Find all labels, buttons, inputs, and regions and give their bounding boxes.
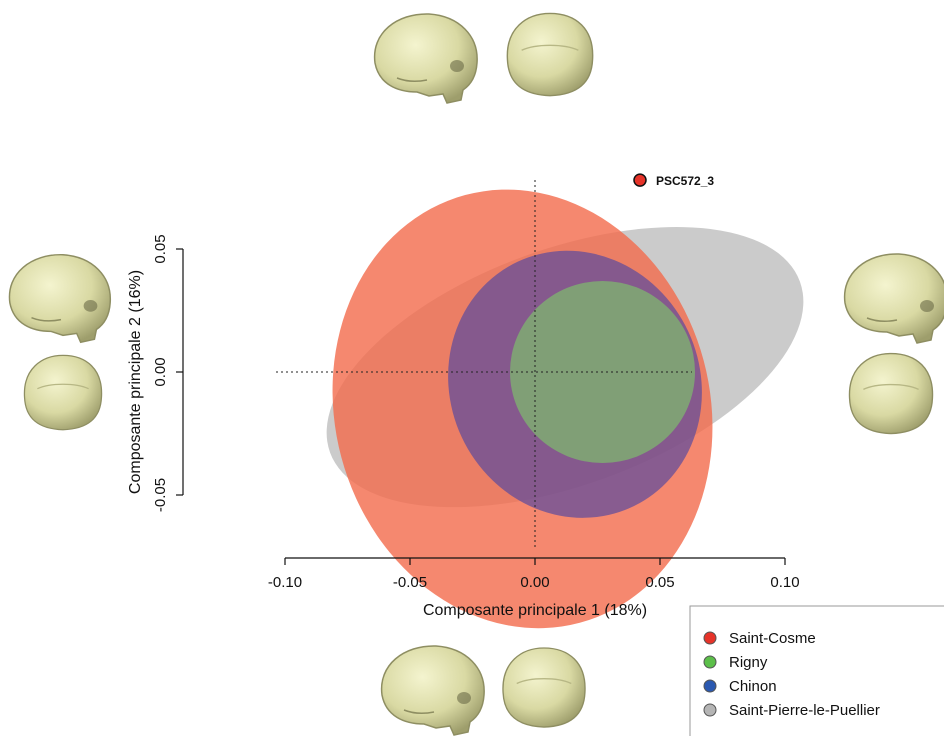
point-label: PSC572_3 [656,174,714,188]
legend: Saint-Cosme Rigny Chinon Saint-Pierre-le-Pu… [689,605,944,736]
legend-marker [703,655,717,669]
legend-box [689,605,944,736]
skull-icon [506,12,594,97]
skull-icon [848,352,934,435]
legend-marker [703,631,717,645]
skull-icon [373,13,478,104]
y-tick-label: 0.00 [152,357,169,386]
skull-icon [843,253,944,344]
confidence-ellipses [326,189,804,629]
legend-label: Rigny [729,654,768,671]
x-tick-label: 0.05 [645,574,674,591]
x-tick-label: 0.00 [520,574,549,591]
legend-marker [703,679,717,693]
legend-label: Saint-Pierre-le-Puellier [729,702,880,719]
axes: -0.10 -0.05 0.00 0.05 0.10 Composante princip… [127,180,800,619]
legend-marker [703,703,717,717]
x-axis-title: Composante principale 1 (18%) [423,602,647,619]
data-point [633,173,647,187]
y-tick-label: 0.05 [152,234,169,263]
y-axis-title: Composante principale 2 (16%) [127,270,144,494]
x-tick-label: -0.05 [393,574,427,591]
x-tick-label: 0.10 [770,574,799,591]
points: PSC572_3 [633,173,714,188]
legend-label: Saint-Cosme [729,630,816,647]
skull-icon [8,253,112,343]
y-tick-label: -0.05 [152,478,169,512]
skull-icon [380,645,485,736]
skull-icon [23,354,103,431]
legend-label: Chinon [729,678,777,695]
skull-icon [502,647,586,728]
x-tick-label: -0.10 [268,574,302,591]
